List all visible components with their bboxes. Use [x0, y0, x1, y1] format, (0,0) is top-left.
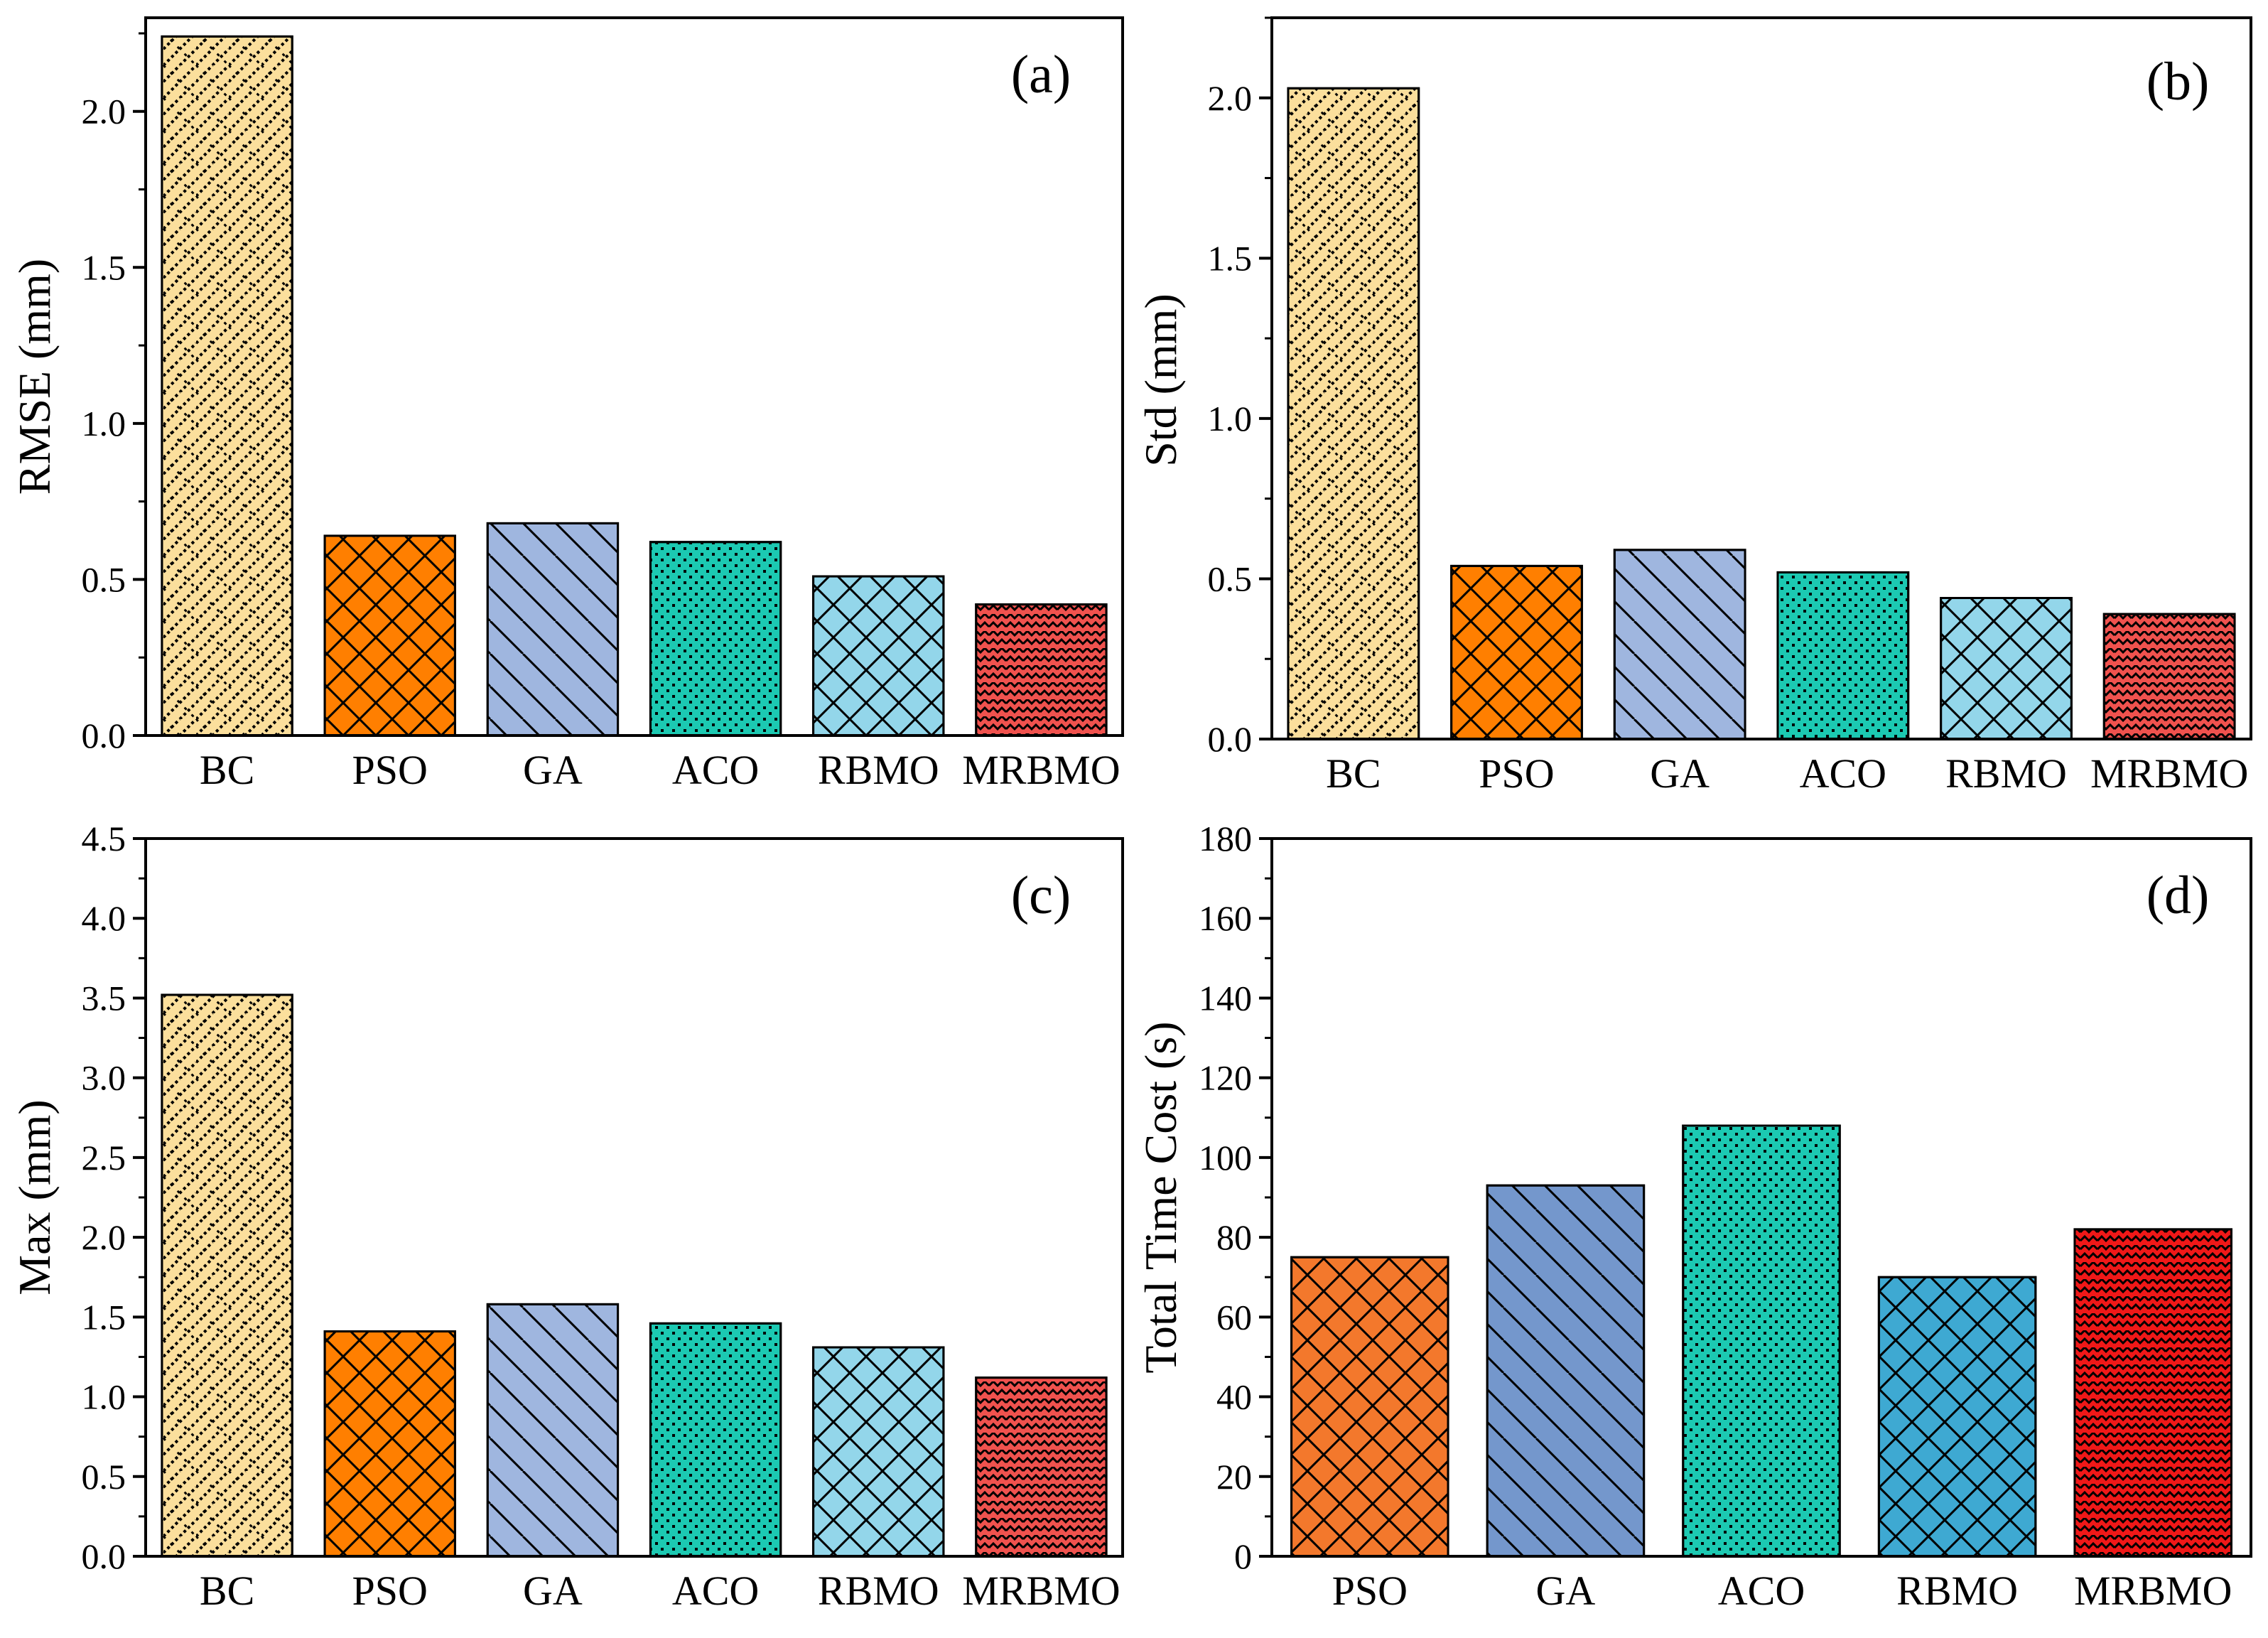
y-tick-label: 0.0 [82, 1536, 126, 1576]
panel-label: (c) [1011, 866, 1071, 925]
x-tick-label: GA [1536, 1568, 1596, 1614]
x-tick-label: PSO [1332, 1568, 1408, 1614]
y-axis-title: RMSE (mm) [9, 259, 60, 495]
y-tick-label: 1.0 [82, 404, 126, 443]
bar-pattern-bc [161, 35, 293, 737]
plot-frame [144, 16, 1124, 737]
y-tick-label: 4.0 [82, 898, 126, 938]
bar-pattern-pso [1450, 564, 1583, 740]
panel-c: BC PSO GA ACO RBMO MRBMO 0.0 0.5 1.0 1.5 2.0 2.5 3.0… [9, 819, 1124, 1614]
bar-pattern-rbmo [1877, 1276, 2037, 1558]
y-tick-label: 0.5 [82, 1457, 126, 1497]
y-tick-label: 0.0 [82, 716, 126, 755]
x-tick-label: RBMO [1896, 1568, 2018, 1614]
x-tick-label: PSO [1479, 750, 1554, 797]
x-tick-label: ACO [1800, 750, 1886, 797]
x-tick-label: BC [1326, 750, 1381, 797]
y-tick-label: 2.0 [1208, 78, 1253, 118]
x-tick-label: MRBMO [2074, 1568, 2232, 1614]
x-tick-label: MRBMO [962, 1568, 1120, 1614]
bar-pattern-aco [649, 1322, 782, 1558]
x-tick-label: ACO [672, 1568, 759, 1614]
y-tick-label: 0.0 [1208, 719, 1253, 759]
y-tick-label: 180 [1199, 819, 1252, 858]
y-tick-label: 40 [1216, 1377, 1252, 1417]
panel-a: BC PSO GA ACO RBMO MRBMO 0.0 0.5 1.0 1.5 2.0 RMSE (… [9, 16, 1124, 793]
panel-label: (b) [2146, 52, 2210, 112]
y-tick-label: 160 [1199, 898, 1252, 938]
y-tick-label: 1.0 [82, 1377, 126, 1417]
bar-pattern-aco [1776, 571, 1910, 740]
y-tick-label: 100 [1199, 1138, 1252, 1178]
x-tick-label: ACO [672, 747, 759, 793]
y-tick-label: 20 [1216, 1457, 1252, 1497]
bar-pattern-mrbmo [975, 603, 1108, 737]
bar-pattern-pso [323, 534, 456, 737]
x-tick-label: ACO [1718, 1568, 1805, 1614]
x-tick-label: BC [200, 1568, 254, 1614]
y-axis-title: Total Time Cost (s) [1135, 1021, 1186, 1373]
y-tick-label: 2.5 [82, 1138, 126, 1178]
x-tick-label: PSO [352, 1568, 428, 1614]
y-tick-label: 0.5 [82, 559, 126, 599]
panel-d: PSO GA ACO RBMO MRBMO 0 20 40 60 80 100 120 140 160 18… [1135, 819, 2252, 1614]
y-tick-label: 1.5 [82, 247, 126, 287]
y-axis-title: Std (mm) [1135, 293, 1186, 467]
bar-pattern-ga [486, 522, 620, 737]
y-tick-label: 140 [1199, 978, 1252, 1018]
bar-pattern-bc [1287, 87, 1420, 740]
bar-pattern-ga [1486, 1184, 1646, 1558]
y-axis-title: Max (mm) [9, 1099, 60, 1295]
bar-pattern-rbmo [812, 575, 945, 737]
x-tick-label: MRBMO [2090, 750, 2248, 797]
bar-pattern-pso [1290, 1256, 1449, 1558]
y-tick-label: 120 [1199, 1058, 1252, 1098]
y-tick-label: 1.5 [82, 1297, 126, 1337]
bar-pattern-bc [161, 993, 293, 1558]
bar-pattern-pso [323, 1330, 456, 1558]
bar-pattern-mrbmo [2102, 613, 2236, 740]
bar-pattern-ga [486, 1303, 620, 1558]
y-tick-label: 2.0 [82, 1217, 126, 1257]
x-tick-label: PSO [352, 747, 428, 793]
y-tick-label: 3.0 [82, 1058, 126, 1098]
x-tick-label: GA [1650, 750, 1710, 797]
y-tick-label: 4.5 [82, 819, 126, 858]
x-tick-label: GA [523, 1568, 583, 1614]
bar-pattern-rbmo [1940, 597, 2073, 740]
bar-pattern-rbmo [812, 1346, 945, 1558]
bar-pattern-aco [649, 541, 782, 737]
bar-pattern-mrbmo [2073, 1228, 2232, 1558]
x-tick-label: GA [523, 747, 583, 793]
x-tick-label: RBMO [818, 747, 939, 793]
y-tick-label: 2.0 [82, 92, 126, 131]
x-tick-label: RBMO [818, 1568, 939, 1614]
y-tick-label: 3.5 [82, 978, 126, 1018]
panel-label: (d) [2146, 866, 2210, 925]
x-tick-label: RBMO [1945, 750, 2067, 797]
x-tick-label: BC [200, 747, 254, 793]
y-tick-label: 60 [1216, 1297, 1252, 1337]
y-tick-label: 0.5 [1208, 559, 1253, 598]
y-tick-label: 0 [1234, 1536, 1252, 1576]
y-tick-label: 1.5 [1208, 238, 1253, 278]
plot-frame [1270, 16, 2252, 740]
y-tick-label: 80 [1216, 1217, 1252, 1257]
bar-pattern-ga [1613, 549, 1746, 740]
panel-label: (a) [1011, 45, 1071, 104]
bar-pattern-aco [1682, 1124, 1841, 1558]
y-tick-label: 1.0 [1208, 399, 1253, 438]
panel-b: BC PSO GA ACO RBMO MRBMO 0.0 0.5 1.0 1.5 2.0 Std (m… [1135, 16, 2252, 797]
bar-pattern-mrbmo [975, 1376, 1108, 1558]
x-tick-label: MRBMO [962, 747, 1120, 793]
